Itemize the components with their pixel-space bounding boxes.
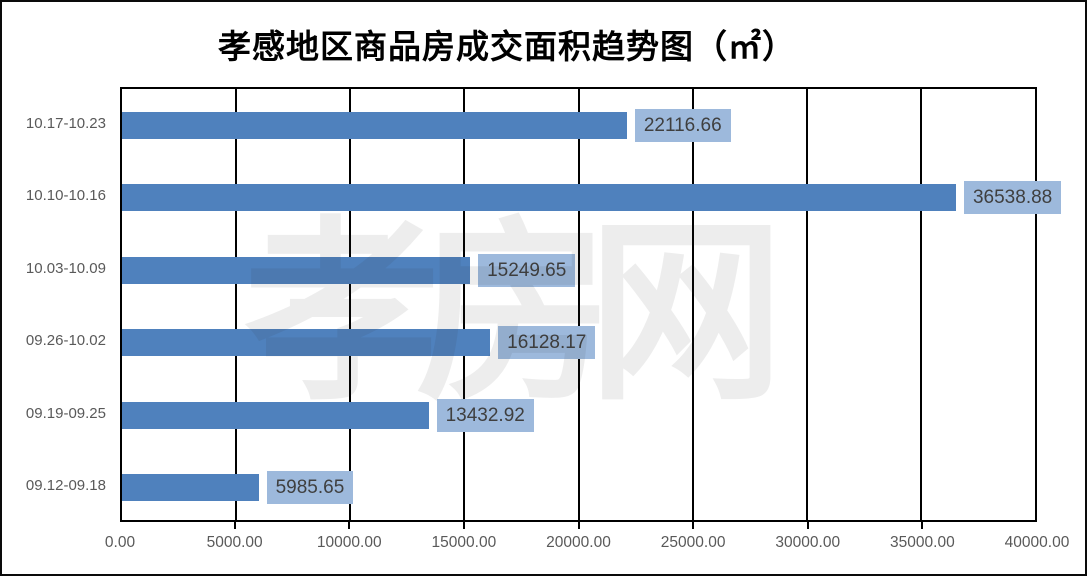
x-axis-label: 35000.00 (890, 534, 955, 551)
gridline (349, 89, 352, 520)
gridline (463, 89, 466, 520)
bar-10.10-10.16 (122, 184, 956, 212)
x-axis-label: 30000.00 (775, 534, 841, 551)
bar-value-label: 36538.88 (963, 181, 1062, 215)
y-axis-label: 10.17-10.23 (25, 114, 106, 132)
x-axis-tick-mark (692, 520, 695, 529)
x-axis-tick-mark (577, 520, 580, 529)
gridline (919, 89, 922, 520)
x-axis-label: 20000.00 (546, 534, 611, 551)
x-axis-tick-mark (462, 520, 465, 529)
plot-area: 22116.66 36538.88 15249.65 16128.17 13432.92… (120, 87, 1062, 522)
gridline (577, 89, 580, 520)
x-axis-label: 0.00 (104, 534, 136, 551)
x-axis-label: 25000.00 (660, 534, 726, 551)
x-axis-label: 15000.00 (431, 534, 497, 551)
gridline (691, 89, 694, 520)
x-axis-label: 40000.00 (1004, 534, 1070, 551)
bar-value-label: 22116.66 (634, 108, 731, 142)
gridline (235, 89, 238, 520)
x-axis-tick-mark (806, 520, 809, 529)
bar-09.26-10.02 (122, 329, 491, 357)
chart-title: 孝感地区商品房成交面积趋势图（㎡） (218, 27, 796, 66)
x-axis-label: 10000.00 (316, 534, 382, 551)
x-axis-tick-mark (233, 520, 236, 529)
y-axis-label: 09.12-09.18 (25, 477, 106, 495)
y-axis-label: 10.10-10.16 (25, 187, 106, 205)
y-axis-label: 09.19-09.25 (25, 404, 106, 422)
bar-value-label: 13432.92 (436, 398, 534, 432)
bar-value-label: 5985.65 (266, 471, 354, 505)
bar-09.19-09.25 (122, 401, 429, 429)
bar-10.17-10.23 (122, 111, 627, 139)
bar-09.12-09.18 (122, 474, 259, 502)
bar-value-label: 16128.17 (498, 326, 596, 360)
y-axis-label: 10.03-10.09 (25, 259, 106, 277)
bar-10.03-10.09 (122, 256, 471, 284)
y-axis-label: 09.26-10.02 (25, 332, 106, 350)
gridline (805, 89, 808, 520)
x-axis-tick-mark (921, 520, 924, 529)
x-axis-tick-mark (348, 520, 351, 529)
x-axis-label: 5000.00 (206, 534, 263, 551)
bar-value-label: 15249.65 (478, 253, 576, 287)
